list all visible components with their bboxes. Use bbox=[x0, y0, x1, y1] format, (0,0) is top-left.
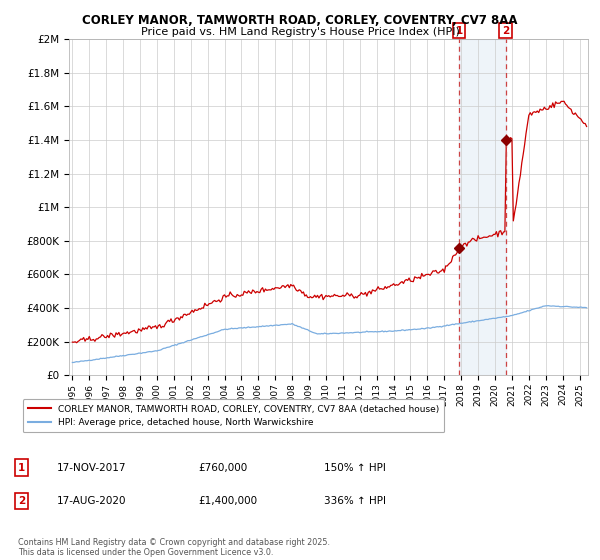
Bar bbox=[459, 39, 506, 375]
Text: £760,000: £760,000 bbox=[198, 463, 247, 473]
Text: CORLEY MANOR, TAMWORTH ROAD, CORLEY, COVENTRY, CV7 8AA: CORLEY MANOR, TAMWORTH ROAD, CORLEY, COV… bbox=[82, 14, 518, 27]
Text: 17-NOV-2017: 17-NOV-2017 bbox=[57, 463, 127, 473]
Text: 2: 2 bbox=[502, 26, 509, 36]
Text: Contains HM Land Registry data © Crown copyright and database right 2025.
This d: Contains HM Land Registry data © Crown c… bbox=[18, 538, 330, 557]
Text: 1: 1 bbox=[18, 463, 25, 473]
Text: 150% ↑ HPI: 150% ↑ HPI bbox=[324, 463, 386, 473]
Text: 336% ↑ HPI: 336% ↑ HPI bbox=[324, 496, 386, 506]
Legend: CORLEY MANOR, TAMWORTH ROAD, CORLEY, COVENTRY, CV7 8AA (detached house), HPI: Av: CORLEY MANOR, TAMWORTH ROAD, CORLEY, COV… bbox=[23, 399, 445, 432]
Text: 17-AUG-2020: 17-AUG-2020 bbox=[57, 496, 127, 506]
Text: 2: 2 bbox=[18, 496, 25, 506]
Text: Price paid vs. HM Land Registry's House Price Index (HPI): Price paid vs. HM Land Registry's House … bbox=[140, 27, 460, 37]
Text: 1: 1 bbox=[455, 26, 463, 36]
Text: £1,400,000: £1,400,000 bbox=[198, 496, 257, 506]
